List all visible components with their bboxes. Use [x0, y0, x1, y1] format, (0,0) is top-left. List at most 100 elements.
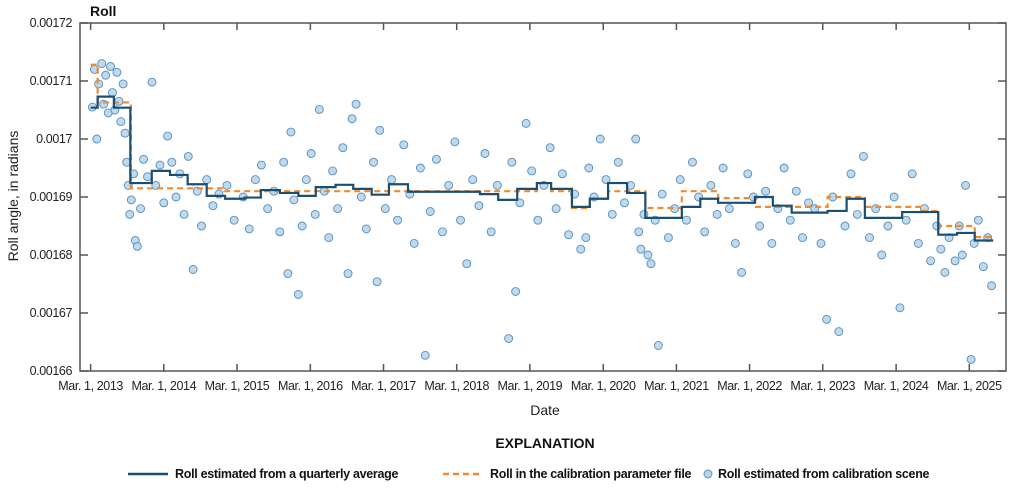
data-point — [450, 137, 460, 147]
data-point — [545, 143, 555, 153]
data-point — [306, 149, 316, 158]
data-point — [511, 287, 521, 296]
data-point — [834, 327, 844, 337]
data-point — [607, 209, 617, 219]
data-point — [798, 233, 807, 243]
data-point — [188, 265, 198, 274]
data-point — [901, 215, 911, 225]
y-tick-label: 0.00169 — [30, 190, 73, 204]
data-point — [324, 233, 334, 243]
data-point — [533, 215, 543, 225]
data-point — [957, 250, 967, 260]
legend-label-quarterly: Roll estimated from a quarterly average — [175, 467, 398, 481]
data-point — [681, 215, 691, 225]
y-tick-label: 0.00167 — [30, 306, 73, 320]
data-point — [387, 175, 396, 185]
data-point — [314, 104, 324, 114]
data-point — [263, 204, 273, 214]
data-point — [926, 256, 936, 266]
data-point — [333, 204, 343, 214]
data-point — [936, 244, 946, 254]
data-point — [409, 238, 419, 248]
data-point — [112, 67, 122, 77]
legend-label-scene: Roll estimated from calibration scene — [718, 467, 930, 481]
data-point — [978, 262, 988, 272]
data-point — [950, 256, 960, 266]
x-axis: Mar. 1, 2013 Mar. 1, 2014 Mar. 1, 2015 Mar.… — [58, 23, 1002, 393]
data-point — [895, 303, 905, 313]
legend-marker-scene — [703, 469, 713, 479]
series-line-quarterly-average — [90, 95, 994, 242]
data-point — [840, 221, 850, 231]
data-point — [527, 166, 537, 176]
data-point — [369, 157, 378, 167]
data-point — [179, 209, 189, 219]
data-point — [480, 149, 490, 158]
data-point — [646, 259, 656, 269]
data-point — [444, 180, 454, 190]
data-point — [779, 163, 789, 173]
data-point — [737, 267, 747, 277]
data-point — [101, 70, 111, 80]
data-point — [462, 259, 472, 269]
data-point — [791, 186, 801, 196]
data-point — [139, 154, 149, 164]
data-point — [730, 238, 740, 248]
data-point — [601, 175, 611, 185]
data-point — [822, 314, 832, 324]
data-point — [136, 204, 145, 214]
data-point — [97, 59, 107, 69]
data-point — [712, 209, 722, 219]
scatter-points — [87, 59, 997, 364]
data-point — [631, 134, 641, 144]
data-point — [250, 175, 260, 185]
data-point — [159, 198, 169, 208]
data-point — [859, 151, 868, 161]
data-point — [125, 209, 135, 219]
data-point — [328, 166, 338, 176]
data-point — [118, 79, 128, 89]
data-point — [229, 215, 239, 225]
data-point — [620, 198, 629, 208]
data-point — [425, 207, 435, 216]
data-point — [126, 195, 136, 205]
data-point — [852, 209, 862, 219]
data-point — [171, 192, 181, 202]
data-point — [202, 175, 212, 185]
data-point — [347, 114, 357, 124]
data-point — [889, 192, 899, 202]
y-axis: 0.00166 0.00167 0.00168 0.00169 0.0017 0.0017… — [30, 16, 1006, 378]
data-point — [492, 180, 502, 190]
series-line-calibration-file — [90, 63, 994, 239]
x-tick-label: Mar. 1, 2025 — [937, 379, 1002, 393]
data-point — [372, 277, 382, 287]
x-tick-label: Mar. 1, 2019 — [498, 379, 563, 393]
data-point — [804, 198, 813, 208]
data-point — [167, 157, 177, 167]
x-tick-label: Mar. 1, 2017 — [351, 379, 416, 393]
x-tick-label: Mar. 1, 2018 — [424, 379, 489, 393]
data-point — [380, 204, 390, 214]
data-point — [420, 350, 430, 360]
data-point — [551, 204, 561, 214]
data-point — [987, 281, 997, 291]
x-tick-label: Mar. 1, 2024 — [864, 379, 929, 393]
data-point — [961, 180, 970, 190]
legend: Roll estimated from a quarterly average … — [128, 467, 930, 481]
step-lines — [90, 63, 994, 242]
data-point — [297, 221, 307, 231]
data-point — [356, 192, 366, 202]
y-tick-label: 0.0017 — [36, 132, 72, 146]
x-tick-label: Mar. 1, 2013 — [58, 379, 123, 393]
x-tick-label: Mar. 1, 2021 — [644, 379, 709, 393]
data-point — [816, 238, 826, 248]
x-tick-label: Mar. 1, 2023 — [790, 379, 855, 393]
data-point — [846, 169, 856, 179]
data-point — [147, 77, 157, 87]
data-point — [743, 169, 753, 179]
data-point — [114, 96, 124, 106]
y-axis-title: Roll angle, in radians — [5, 131, 21, 262]
data-point — [973, 215, 983, 225]
data-point — [576, 244, 586, 254]
